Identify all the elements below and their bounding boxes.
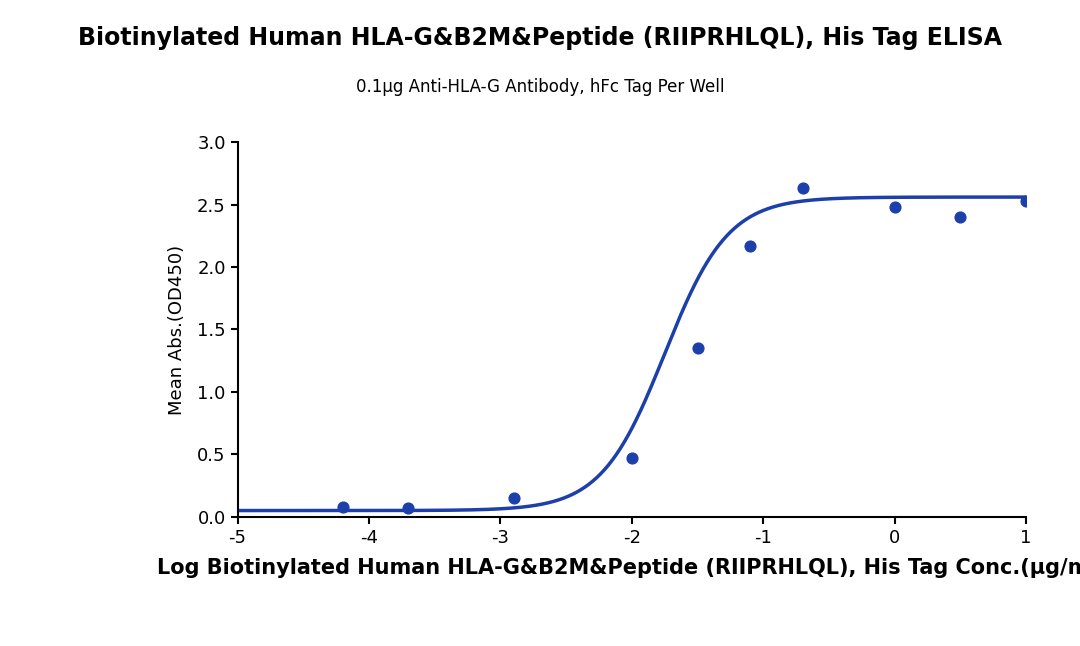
Point [794, 183, 811, 194]
Point [400, 503, 417, 513]
Text: Biotinylated Human HLA-G&B2M&Peptide (RIIPRHLQL), His Tag ELISA: Biotinylated Human HLA-G&B2M&Peptide (RI… [78, 26, 1002, 50]
Point [886, 202, 903, 213]
Point [623, 453, 640, 463]
X-axis label: Log Biotinylated Human HLA-G&B2M&Peptide (RIIPRHLQL), His Tag Conc.(μg/ml): Log Biotinylated Human HLA-G&B2M&Peptide… [158, 557, 1080, 578]
Text: 0.1μg Anti-HLA-G Antibody, hFc Tag Per Well: 0.1μg Anti-HLA-G Antibody, hFc Tag Per W… [355, 78, 725, 96]
Point [334, 502, 351, 512]
Point [504, 493, 523, 503]
Point [1017, 196, 1035, 206]
Point [689, 343, 706, 353]
Point [951, 212, 969, 222]
Y-axis label: Mean Abs.(OD450): Mean Abs.(OD450) [167, 244, 186, 415]
Point [741, 240, 758, 251]
